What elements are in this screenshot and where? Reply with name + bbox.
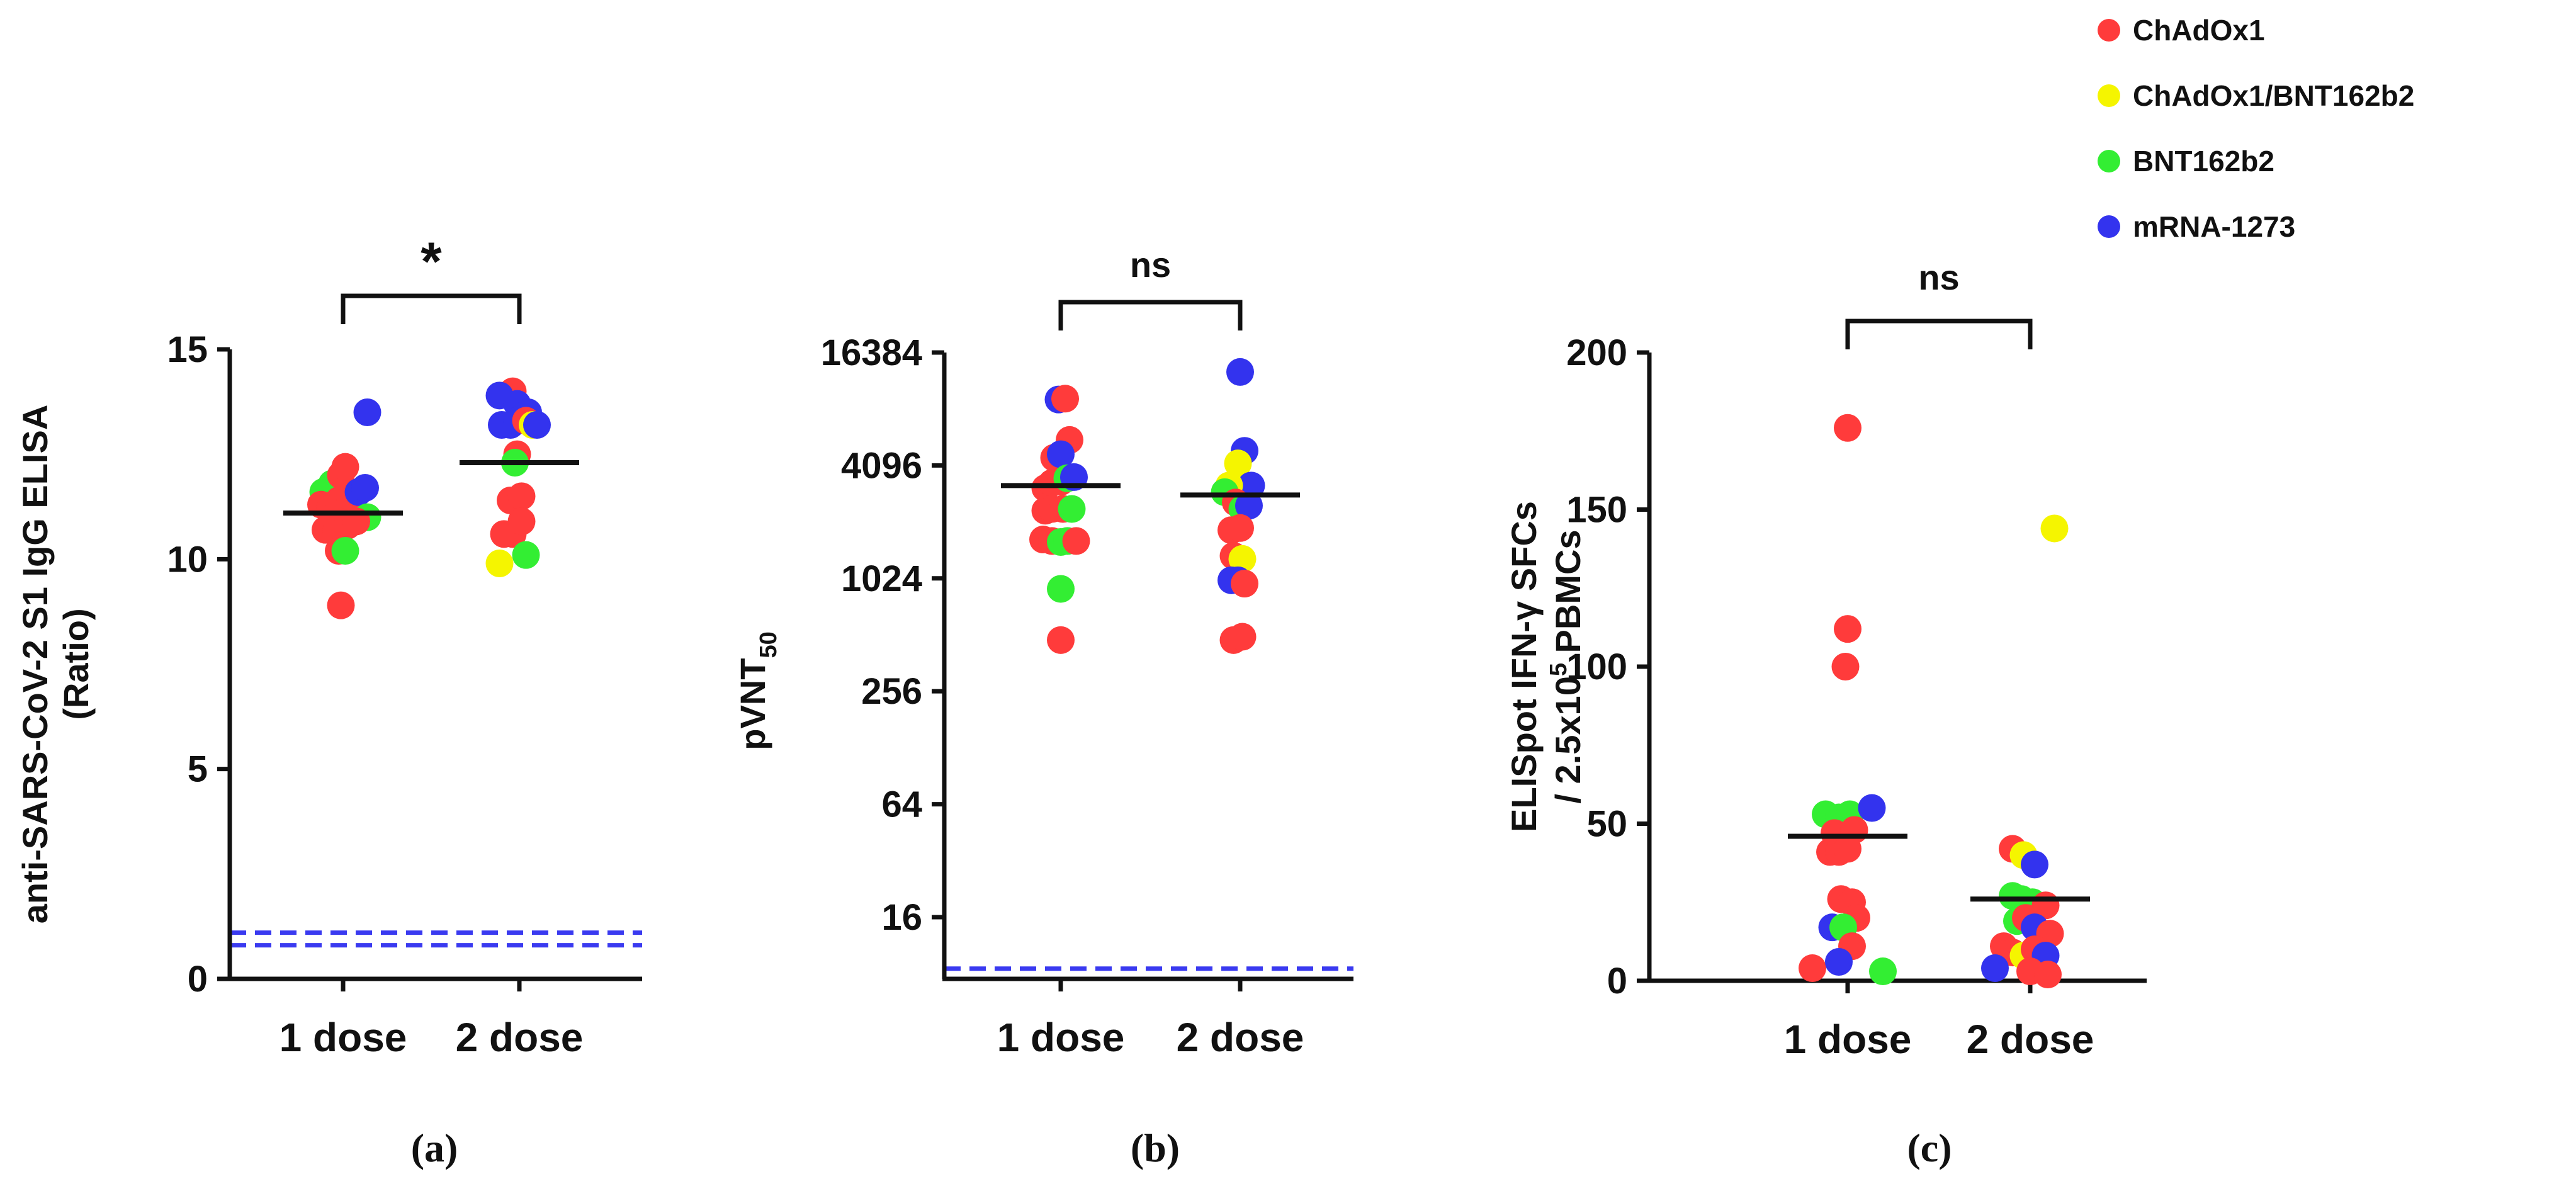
data-point <box>1869 957 1897 986</box>
significance-label: * <box>421 232 442 292</box>
y-tick-label-4: 4096 <box>841 445 922 486</box>
y-tick-label-1: 5 <box>188 749 208 790</box>
legend-marker-3 <box>2098 215 2120 238</box>
panel-label: (b) <box>1131 1126 1180 1170</box>
data-point <box>1834 414 1861 442</box>
y-axis-label-pre: / 2.5x10 <box>1548 676 1588 803</box>
y-tick-label-2: 256 <box>861 671 922 712</box>
data-point <box>1224 449 1252 478</box>
y-tick-label-2: 10 <box>167 539 208 580</box>
legend-marker-0 <box>2098 19 2120 42</box>
panel-label: (a) <box>411 1126 458 1170</box>
y-tick-label-3: 15 <box>167 329 208 370</box>
y-tick-label-3: 1024 <box>841 558 922 599</box>
data-point <box>512 541 540 569</box>
y-axis-label-line1: anti-SARS-CoV-2 S1 IgG ELISA <box>15 405 55 924</box>
y-axis-label-after: PBMCs <box>1548 529 1588 663</box>
legend-marker-2 <box>2098 150 2120 172</box>
y-tick-label-1: 64 <box>881 784 922 825</box>
significance-bracket <box>1845 319 2033 349</box>
data-point <box>485 550 514 577</box>
data-point <box>1226 514 1254 542</box>
panel-b: 16 64 256 1024 4096 16384 1 dose 2 dose ns pVNT50… <box>733 245 1353 1170</box>
y-axis-label-sub: 50 <box>755 631 782 658</box>
panel-a: 0 5 10 15 1 dose 2 dose * anti-SARS-CoV-2 S1 Ig… <box>15 232 642 1170</box>
data-point <box>351 474 379 502</box>
data-point <box>331 537 359 565</box>
data-point <box>1226 358 1254 386</box>
y-tick-label-0: 16 <box>881 897 922 938</box>
y-axis-label-main: pVNT <box>733 658 772 750</box>
x-tick-label-0: 1 dose <box>280 1015 407 1060</box>
legend-label-3: mRNA-1273 <box>2133 210 2295 243</box>
x-tick-label-0: 1 dose <box>1784 1017 1912 1062</box>
data-point <box>1834 835 1861 863</box>
data-point <box>2021 850 2048 879</box>
data-point <box>1047 626 1075 654</box>
legend-label-0: ChAdOx1 <box>2133 14 2265 47</box>
y-axis-label-line1: ELISpot IFN-γ SFCs <box>1504 501 1544 832</box>
significance-bracket <box>1058 300 1243 330</box>
panel-label: (c) <box>1907 1126 1952 1170</box>
y-tick-label-0: 0 <box>188 959 208 1000</box>
data-point <box>1058 495 1086 523</box>
data-point <box>1047 440 1075 468</box>
y-axis-label-sup: 5 <box>1545 663 1572 676</box>
data-point <box>1981 954 2009 983</box>
panel-c: 0 50 100 150 200 1 dose 2 dose ns ELISpot IFN-γ … <box>1504 257 2147 1170</box>
data-point <box>1228 545 1257 573</box>
data-point <box>523 411 551 439</box>
data-point <box>2040 514 2069 543</box>
data-point <box>507 507 536 536</box>
data-point <box>1858 794 1886 822</box>
y-axis-label: pVNT50 <box>733 631 782 750</box>
x-tick-label-1: 2 dose <box>456 1015 584 1060</box>
y-tick-label-3: 150 <box>1566 490 1627 531</box>
y-tick-label-0: 0 <box>1607 961 1627 1002</box>
significance-bracket <box>341 293 522 324</box>
y-axis-label-line2: (Ratio) <box>56 608 96 720</box>
y-tick-label-5: 16384 <box>821 332 922 373</box>
data-point <box>1228 623 1257 651</box>
data-point <box>1062 527 1090 555</box>
data-point <box>353 398 381 426</box>
data-point <box>1831 653 1860 680</box>
legend: ChAdOx1 ChAdOx1/BNT162b2 BNT162b2 mRNA-1273 <box>2098 14 2414 243</box>
data-point <box>1231 570 1258 598</box>
legend-marker-1 <box>2098 84 2120 107</box>
y-tick-label-1: 50 <box>1586 804 1627 845</box>
data-point <box>327 591 355 619</box>
data-point <box>1047 575 1075 603</box>
data-point <box>1235 492 1263 520</box>
y-tick-label-2: 100 <box>1566 646 1627 687</box>
significance-label: ns <box>1918 257 1959 297</box>
data-point <box>1799 954 1826 983</box>
data-point <box>1051 385 1079 413</box>
x-tick-label-1: 2 dose <box>1967 1017 2094 1062</box>
data-point <box>2034 961 2062 989</box>
data-point <box>1834 615 1861 643</box>
y-axis-label-line2: / 2.5x105 PBMCs <box>1545 529 1588 803</box>
significance-label: ns <box>1130 245 1171 285</box>
x-tick-label-0: 1 dose <box>997 1015 1125 1060</box>
x-tick-label-1: 2 dose <box>1177 1015 1304 1060</box>
data-point <box>1825 948 1853 976</box>
y-tick-label-4: 200 <box>1566 332 1627 373</box>
data-point <box>331 453 359 481</box>
legend-label-2: BNT162b2 <box>2133 145 2274 178</box>
legend-label-1: ChAdOx1/BNT162b2 <box>2133 79 2414 112</box>
data-point <box>507 482 536 511</box>
